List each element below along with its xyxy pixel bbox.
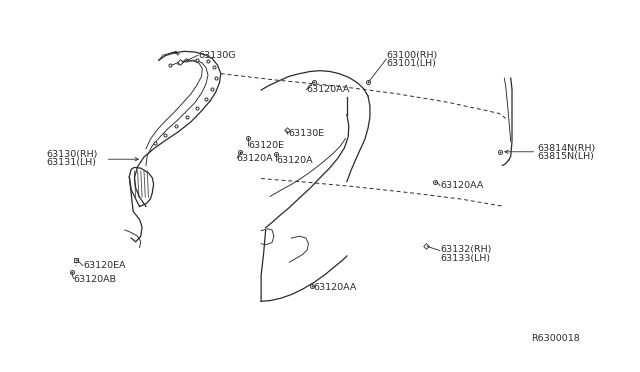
Text: 63101(LH): 63101(LH) xyxy=(387,59,436,68)
Text: 63130G: 63130G xyxy=(198,51,236,60)
Text: 63100(RH): 63100(RH) xyxy=(387,51,438,60)
Text: 63120AB: 63120AB xyxy=(74,275,116,283)
Text: 63132(RH): 63132(RH) xyxy=(440,246,492,254)
Text: 63814N(RH): 63814N(RH) xyxy=(538,144,596,153)
Text: 63130(RH): 63130(RH) xyxy=(46,150,97,159)
Text: 63131(LH): 63131(LH) xyxy=(46,158,96,167)
Text: 63120AA: 63120AA xyxy=(314,283,357,292)
Text: R6300018: R6300018 xyxy=(531,334,580,343)
Text: 63120AA: 63120AA xyxy=(440,181,484,190)
Text: 63815N(LH): 63815N(LH) xyxy=(538,152,595,161)
Text: 63133(LH): 63133(LH) xyxy=(440,254,490,263)
Text: 63120E: 63120E xyxy=(248,141,284,150)
Text: 63120A: 63120A xyxy=(237,154,273,163)
Text: 63120AA: 63120AA xyxy=(306,85,349,94)
Text: 63120A: 63120A xyxy=(276,156,313,165)
Text: 63120EA: 63120EA xyxy=(83,262,125,270)
Text: 63130E: 63130E xyxy=(288,129,324,138)
